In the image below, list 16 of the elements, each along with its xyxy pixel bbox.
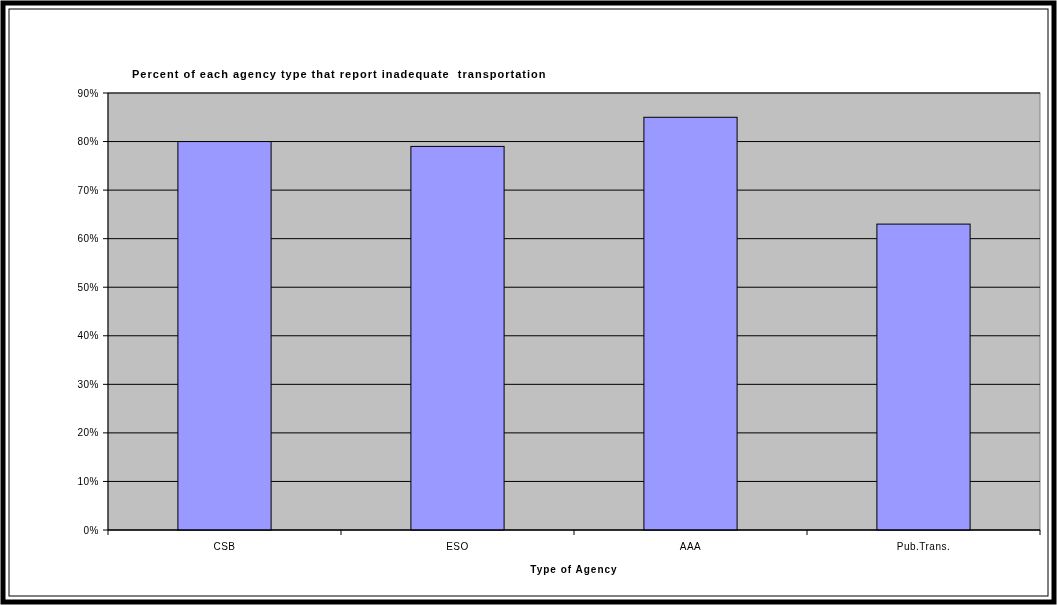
y-tick-label: 80% <box>77 136 99 148</box>
y-tick-label: 40% <box>77 330 99 342</box>
y-tick-label: 30% <box>77 378 99 390</box>
y-tick-label: 70% <box>77 184 99 196</box>
y-tick-label: 90% <box>77 87 99 99</box>
y-tick-label: 10% <box>77 475 99 487</box>
chart-title: Percent of each agency type that report inadequate transportation <box>132 68 547 80</box>
x-tick-label: Pub.Trans. <box>896 541 951 552</box>
y-tick-label: 20% <box>77 427 99 439</box>
y-tick-label: 50% <box>77 281 99 293</box>
x-axis-title: Type of Agency <box>530 564 618 575</box>
y-tick-label: 0% <box>83 524 99 536</box>
y-tick-label: 60% <box>77 233 99 245</box>
x-tick-label: ESO <box>446 541 469 552</box>
x-tick-label: AAA <box>679 541 702 552</box>
x-tick-label: CSB <box>213 541 236 552</box>
